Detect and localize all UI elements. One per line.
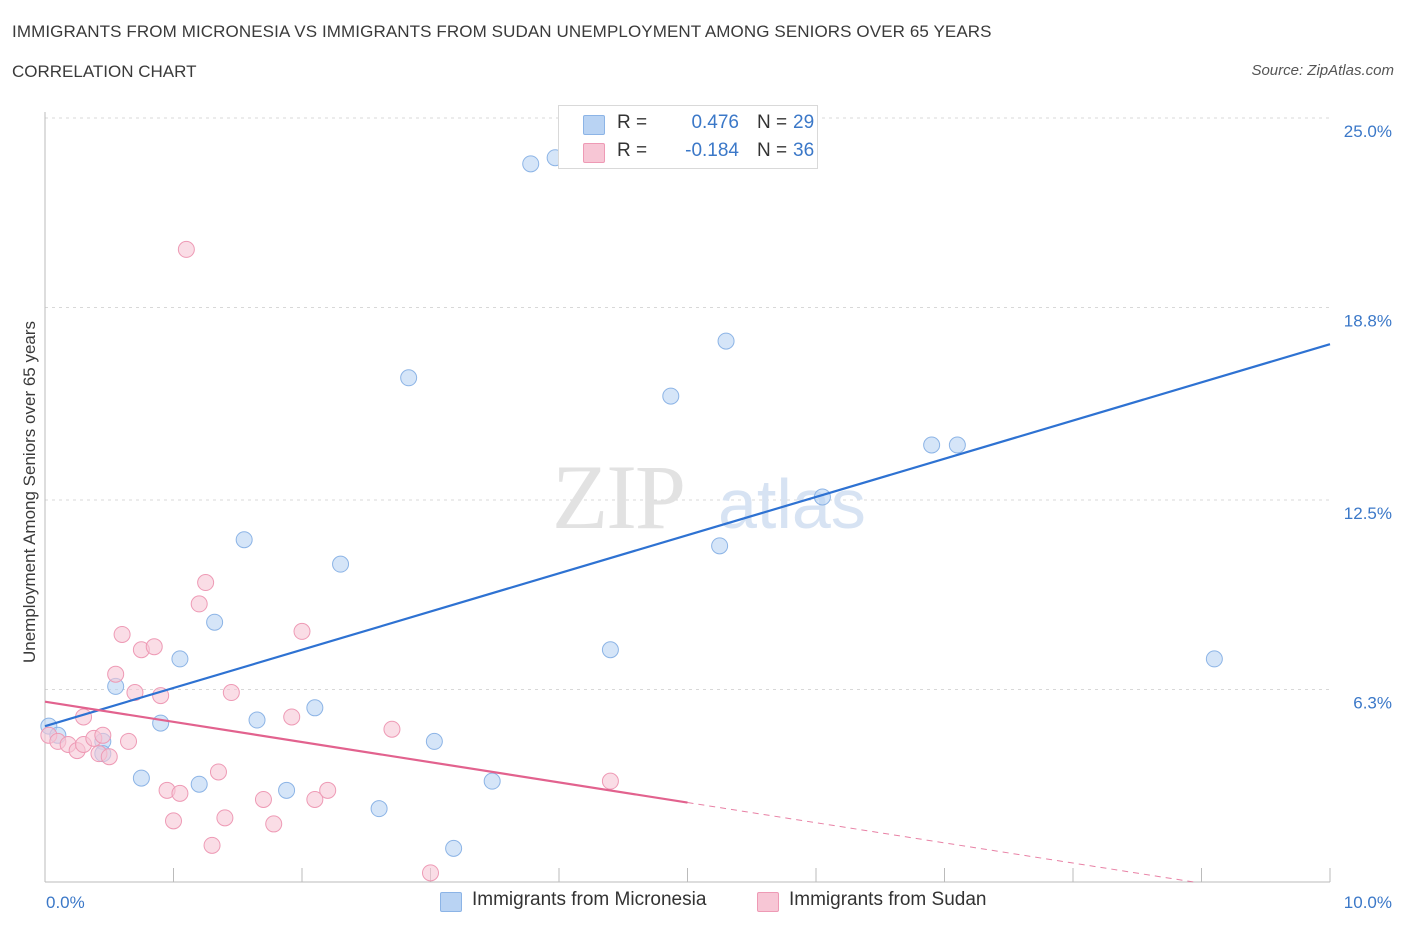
n-value: 29 — [793, 112, 815, 133]
micronesia-point — [948, 436, 966, 454]
r-value: 0.476 — [691, 112, 739, 133]
y-axis-label: Unemployment Among Seniors over 65 years — [20, 321, 39, 663]
sudan-point — [165, 812, 182, 830]
micronesia-point — [278, 781, 296, 799]
sudan-point — [293, 622, 311, 640]
y-tick-label: 25.0% — [1344, 122, 1392, 141]
micronesia-point — [662, 387, 680, 405]
micronesia-point — [132, 769, 150, 787]
correlation-legend: R = 0.476 N = 29 R = -0.184 N = 36 — [558, 105, 818, 169]
n-label: N = — [757, 112, 788, 133]
sudan-point — [265, 815, 283, 833]
r-label: R = — [617, 140, 648, 161]
n-value: 36 — [793, 140, 815, 161]
r-label: R = — [617, 112, 648, 133]
sudan-point — [422, 864, 439, 882]
micronesia-point — [711, 537, 729, 555]
legend-swatch-pink — [583, 143, 605, 163]
micronesia-point — [400, 369, 418, 387]
x-tick-label: 10.0% — [1344, 893, 1392, 912]
x-tick-label: 0.0% — [46, 893, 85, 912]
y-tick-label: 12.5% — [1344, 504, 1392, 523]
chart-title: IMMIGRANTS FROM MICRONESIA VS IMMIGRANTS… — [12, 22, 992, 41]
micronesia-point — [370, 800, 388, 818]
n-label: N = — [757, 140, 788, 161]
micronesia-point — [235, 531, 253, 549]
legend-label: Immigrants from Sudan — [789, 889, 987, 910]
data-points — [40, 149, 1223, 882]
micronesia-point — [171, 650, 189, 668]
sudan-point — [319, 781, 337, 799]
micronesia-trend-line — [44, 343, 1331, 728]
micronesia-point — [425, 732, 443, 750]
watermark: ZIP atlas — [552, 446, 866, 548]
tick-labels: 6.3% 12.5% 18.8% 25.0% 0.0% 10.0% — [46, 122, 1392, 912]
micronesia-point — [445, 839, 463, 857]
micronesia-point — [152, 714, 170, 732]
sudan-point — [190, 595, 208, 613]
gridlines — [45, 117, 1330, 690]
micronesia-point — [248, 711, 266, 729]
sudan-trend-line — [44, 700, 688, 804]
r-value: -0.184 — [685, 140, 739, 161]
sudan-point — [203, 836, 221, 854]
micronesia-point — [483, 772, 501, 790]
sudan-point — [100, 748, 118, 766]
sudan-point — [601, 772, 619, 790]
micronesia-point — [332, 555, 350, 573]
sudan-point — [216, 809, 234, 827]
legend-swatch-blue — [583, 115, 605, 135]
sudan-point — [254, 790, 272, 808]
micronesia-point — [717, 332, 735, 350]
sudan-point — [94, 726, 112, 744]
y-tick-label: 18.8% — [1344, 311, 1392, 330]
sudan-point — [383, 720, 401, 738]
trend-lines — [44, 343, 1331, 883]
micronesia-point — [601, 641, 619, 659]
sudan-point — [306, 790, 324, 808]
legend-swatch-pink — [757, 892, 779, 912]
micronesia-point — [923, 436, 941, 454]
micronesia-point — [1205, 650, 1223, 668]
watermark-zip: ZIP — [552, 446, 684, 548]
axes — [44, 112, 1331, 883]
chart-subtitle: CORRELATION CHART — [12, 62, 197, 81]
sudan-trend-extension — [687, 802, 1194, 883]
sudan-point — [120, 732, 138, 750]
source-credit: Source: ZipAtlas.com — [1251, 62, 1394, 79]
micronesia-point — [522, 155, 540, 173]
legend-label: Immigrants from Micronesia — [472, 889, 707, 910]
sudan-point — [177, 240, 195, 258]
micronesia-point — [306, 699, 324, 717]
y-tick-label: 6.3% — [1353, 693, 1392, 712]
sudan-point — [107, 665, 125, 683]
sudan-point — [113, 625, 131, 643]
sudan-point — [197, 574, 215, 592]
sudan-point — [222, 684, 240, 702]
sudan-point — [283, 708, 301, 726]
sudan-point — [209, 763, 227, 781]
sudan-point — [145, 638, 163, 656]
legend-swatch-blue — [440, 892, 462, 912]
micronesia-point — [206, 613, 224, 631]
sudan-point — [171, 784, 189, 802]
micronesia-point — [190, 775, 208, 793]
